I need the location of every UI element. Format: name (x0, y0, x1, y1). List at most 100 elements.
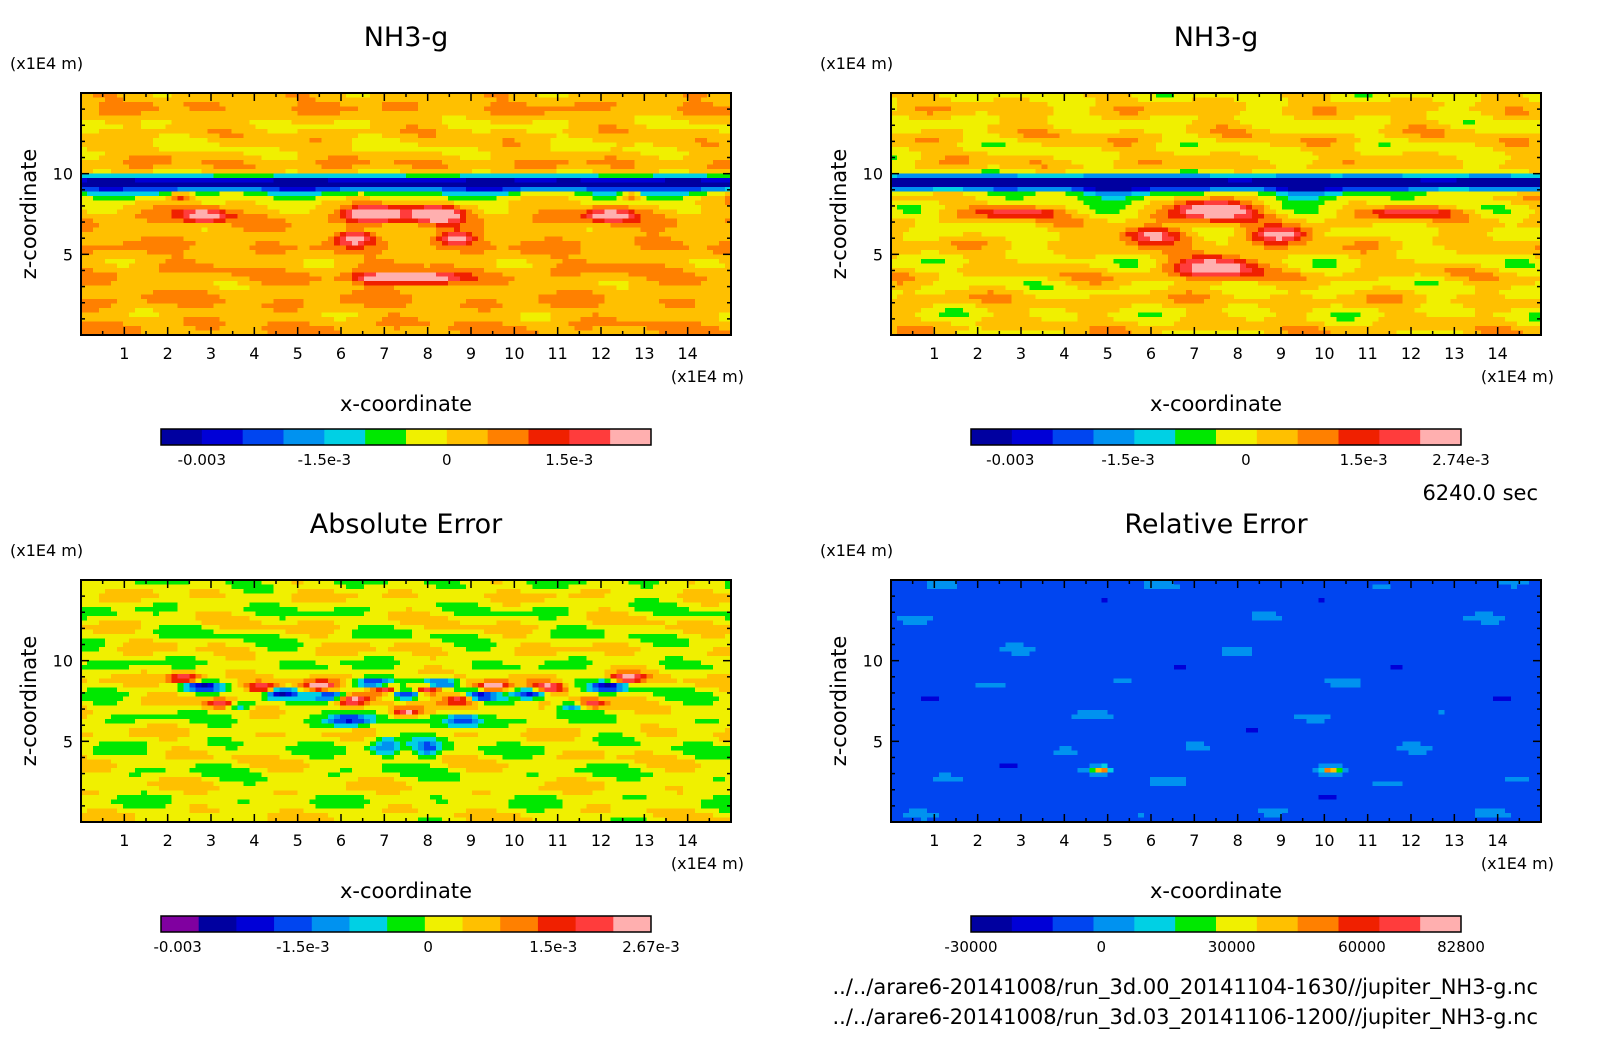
heatmap-cell (201, 299, 208, 304)
heatmap-cell (611, 115, 618, 120)
heatmap-cell (496, 254, 503, 259)
heatmap-cell (611, 102, 618, 107)
heatmap-cell (418, 232, 425, 237)
heatmap-cell (286, 286, 293, 291)
heatmap-cell (671, 97, 678, 102)
heatmap-cell (117, 236, 124, 241)
heatmap-cell (442, 115, 449, 120)
heatmap-cell (334, 120, 341, 125)
heatmap-cell (400, 183, 407, 188)
heatmap-cell (562, 241, 569, 246)
heatmap-cell (653, 169, 660, 174)
heatmap-cell (689, 295, 696, 300)
heatmap-cell (418, 295, 425, 300)
heatmap-cell (550, 174, 557, 179)
heatmap-cell (171, 169, 178, 174)
heatmap-cell (256, 210, 263, 215)
heatmap-cell (105, 151, 112, 156)
heatmap-cell (562, 120, 569, 125)
heatmap-cell (219, 174, 226, 179)
heatmap-cell (207, 210, 214, 215)
heatmap-cell (713, 178, 720, 183)
heatmap-cell (641, 205, 648, 210)
heatmap-cell (280, 124, 287, 129)
heatmap-cell (352, 236, 359, 241)
heatmap-cell (171, 205, 178, 210)
heatmap-cell (550, 165, 557, 170)
heatmap-cell (177, 286, 184, 291)
heatmap-cell (418, 218, 425, 223)
heatmap-cell (635, 227, 642, 232)
heatmap-cell (352, 205, 359, 210)
heatmap-cell (538, 178, 545, 183)
heatmap-cell (562, 174, 569, 179)
heatmap-cell (340, 160, 347, 165)
heatmap-cell (460, 133, 467, 138)
heatmap-cell (189, 227, 196, 232)
heatmap-cell (412, 102, 419, 107)
heatmap-cell (430, 290, 437, 295)
heatmap-cell (689, 160, 696, 165)
heatmap-cell (508, 201, 515, 206)
heatmap-cell (526, 97, 533, 102)
heatmap-cell (575, 259, 582, 264)
heatmap-cell (244, 196, 251, 201)
heatmap-cell (117, 169, 124, 174)
heatmap-cell (292, 142, 299, 147)
heatmap-cell (304, 178, 311, 183)
heatmap-cell (135, 187, 142, 192)
heatmap-cell (316, 187, 323, 192)
heatmap-cell (629, 187, 636, 192)
heatmap-cell (599, 263, 606, 268)
heatmap-cell (406, 147, 413, 152)
heatmap-cell (189, 259, 196, 264)
heatmap-cell (123, 254, 130, 259)
heatmap-cell (382, 281, 389, 286)
heatmap-cell (466, 241, 473, 246)
heatmap-cell (659, 290, 666, 295)
heatmap-cell (225, 196, 232, 201)
heatmap-cell (587, 272, 594, 277)
heatmap-cell (683, 205, 690, 210)
heatmap-cell (268, 183, 275, 188)
heatmap-cell (569, 268, 576, 273)
heatmap-cell (316, 223, 323, 228)
heatmap-cell (593, 147, 600, 152)
heatmap-cell (448, 97, 455, 102)
heatmap-cell (225, 174, 232, 179)
heatmap-cell (256, 281, 263, 286)
heatmap-cell (262, 218, 269, 223)
heatmap-cell (514, 142, 521, 147)
heatmap-cell (99, 254, 106, 259)
heatmap-cell (502, 236, 509, 241)
heatmap-cell (707, 169, 714, 174)
heatmap-cell (231, 299, 238, 304)
heatmap-cell (442, 232, 449, 237)
heatmap-cell (454, 286, 461, 291)
heatmap-cell (207, 245, 214, 250)
heatmap-cell (635, 205, 642, 210)
heatmap-cell (695, 196, 702, 201)
heatmap-cell (304, 245, 311, 250)
heatmap-cell (388, 254, 395, 259)
heatmap-cell (388, 250, 395, 255)
heatmap-cell (244, 290, 251, 295)
heatmap-cell (322, 174, 329, 179)
heatmap-cell (502, 268, 509, 273)
heatmap-cell (304, 147, 311, 152)
heatmap-cell (201, 205, 208, 210)
heatmap-cell (478, 214, 485, 219)
heatmap-cell (532, 169, 539, 174)
heatmap-cell (406, 290, 413, 295)
heatmap-cell (304, 156, 311, 161)
heatmap-cell (430, 102, 437, 107)
heatmap-cell (262, 250, 269, 255)
heatmap-cell (322, 129, 329, 134)
heatmap-cell (472, 210, 479, 215)
heatmap-cell (382, 232, 389, 237)
heatmap-cell (617, 124, 624, 129)
heatmap-cell (231, 147, 238, 152)
heatmap-cell (87, 236, 94, 241)
heatmap-cell (201, 192, 208, 197)
